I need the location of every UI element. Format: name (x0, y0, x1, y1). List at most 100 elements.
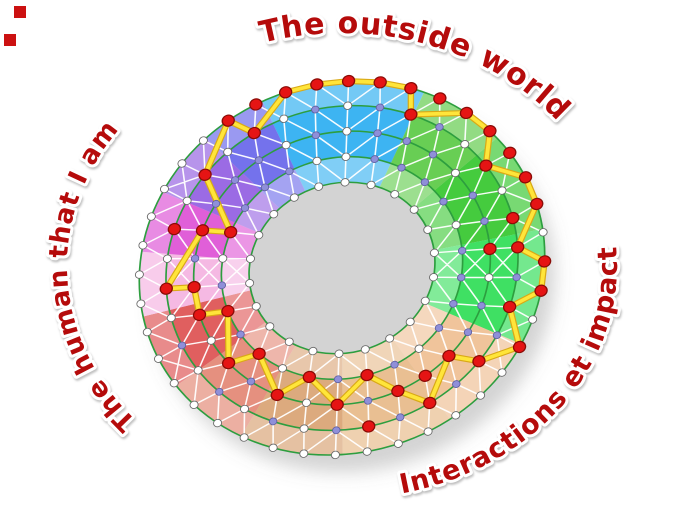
node-red (167, 222, 182, 236)
node-purple (177, 341, 187, 350)
node-red (159, 282, 173, 295)
node-white (284, 337, 294, 346)
node-white (254, 230, 264, 240)
node-white (314, 182, 324, 191)
node-red (221, 356, 236, 370)
node-white (476, 391, 486, 400)
node-purple (477, 301, 486, 310)
node-red (310, 78, 324, 91)
inner-light-band (221, 156, 463, 380)
node-white (362, 447, 372, 456)
node-red (404, 82, 418, 95)
node-red (518, 171, 533, 184)
node-red (511, 241, 525, 254)
node-white (239, 433, 249, 442)
node-purple (332, 426, 341, 435)
node-white (193, 366, 203, 375)
node-red (503, 146, 517, 159)
node-red (537, 255, 552, 268)
corner-markers (4, 6, 26, 46)
node-red (223, 226, 238, 239)
sector-green-1 (379, 92, 497, 209)
node-red (373, 76, 387, 89)
node-red (479, 159, 493, 172)
node-white (269, 210, 279, 219)
node-purple (311, 105, 320, 114)
node-purple (311, 131, 321, 140)
node-purple (402, 137, 411, 145)
node-white (189, 400, 199, 409)
sector-peach (391, 302, 522, 420)
node-white (198, 136, 208, 145)
node-white (460, 140, 470, 149)
node-white (265, 322, 275, 331)
node-white (218, 254, 228, 263)
torus-mesh (134, 74, 552, 460)
node-red (472, 355, 486, 368)
node-red (512, 340, 527, 354)
red-square-marker (14, 6, 26, 18)
sector-violet (206, 101, 306, 209)
ring-circle-0 (248, 181, 436, 355)
node-purple (260, 183, 270, 192)
node-purple (435, 123, 444, 131)
red-square-marker (4, 34, 16, 46)
node-white (251, 302, 261, 311)
node-white (136, 299, 146, 308)
node-purple (468, 191, 477, 200)
node-purple (439, 197, 448, 206)
node-white (169, 379, 179, 388)
node-purple (512, 273, 521, 282)
node-white (360, 345, 370, 354)
node-white (497, 186, 507, 195)
node-purple (396, 413, 405, 422)
node-white (159, 184, 169, 194)
node-red (187, 280, 201, 294)
node-white (142, 327, 152, 337)
node-red (195, 224, 210, 237)
node-white (405, 317, 415, 326)
node-red (278, 86, 293, 99)
node-white (366, 180, 376, 190)
node-red (433, 92, 447, 105)
node-white (451, 411, 461, 420)
node-red (270, 388, 284, 402)
node-white (528, 315, 538, 324)
node-white (299, 424, 309, 433)
node-red (341, 74, 356, 88)
node-white (245, 254, 255, 263)
node-red (506, 211, 520, 225)
node-red (252, 347, 266, 361)
node-purple (452, 380, 461, 388)
node-purple (211, 199, 221, 208)
node-white (423, 225, 433, 234)
node-purple (254, 156, 263, 165)
node-white (177, 159, 187, 168)
node-white (450, 168, 460, 178)
node-purple (434, 324, 444, 332)
node-red (483, 242, 497, 256)
node-purple (370, 155, 379, 163)
node-red (192, 308, 207, 322)
node-white (245, 279, 255, 288)
node-white (301, 398, 311, 407)
node-white (223, 147, 233, 157)
node-white (277, 364, 287, 373)
node-red (404, 108, 418, 121)
node-white (334, 349, 344, 358)
node-red (221, 114, 235, 127)
node-purple (449, 299, 458, 308)
node-white (390, 190, 400, 199)
node-red (362, 420, 376, 433)
node-white (538, 228, 548, 237)
node-white (240, 404, 250, 414)
node-red (247, 126, 261, 140)
node-purple (463, 328, 473, 337)
node-white (385, 334, 395, 343)
node-white (134, 270, 144, 279)
node-red (502, 300, 517, 314)
node-purple (390, 360, 399, 369)
node-purple (397, 163, 406, 172)
